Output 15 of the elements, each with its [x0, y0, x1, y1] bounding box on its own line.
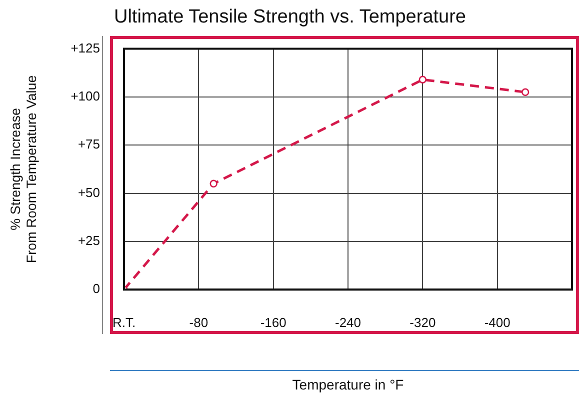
x-tick-label: -400 [484, 314, 510, 330]
chart-title: Ultimate Tensile Strength vs. Temperature [114, 6, 466, 28]
x-tick-label: -80 [189, 314, 208, 330]
y-tick-label: +100 [70, 88, 100, 104]
y-tick-label: 0 [92, 281, 100, 296]
y-tick-label: +25 [78, 233, 100, 248]
x-tick-label: -160 [260, 314, 286, 330]
y-tick-label: +125 [70, 40, 100, 56]
x-axis-title: Temperature in °F [292, 376, 404, 392]
x-tick-label: -240 [334, 314, 362, 330]
y-axis-title: % Strength Increase From Room Temperature Value [8, 75, 40, 264]
y-tick-label: +50 [78, 184, 100, 200]
x-tick-label: R.T. [112, 314, 136, 330]
x-tick-label: -320 [410, 314, 436, 330]
y-tick-label: +75 [78, 136, 100, 152]
